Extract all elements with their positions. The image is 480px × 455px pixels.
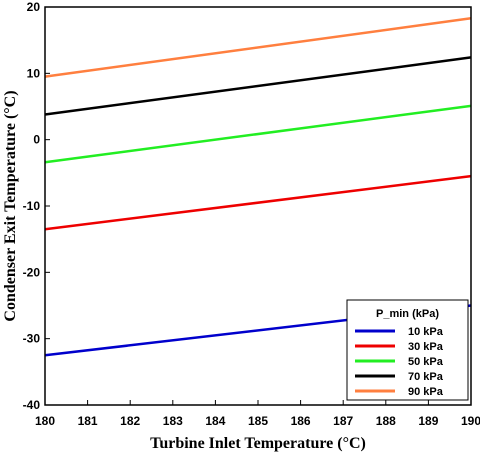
y-tick-label: -30 — [23, 332, 41, 346]
x-tick-label: 186 — [291, 414, 311, 428]
series-line — [44, 56, 472, 116]
x-tick-label: 184 — [205, 414, 225, 428]
x-axis-label: Turbine Inlet Temperature (°C) — [150, 435, 366, 452]
x-tick-label: 190 — [461, 414, 480, 428]
series-line — [44, 17, 472, 78]
y-tick-label: 10 — [27, 66, 41, 80]
legend-items: 10 kPa 30 kPa 50 kPa 70 kPa 90 kPa — [355, 326, 444, 398]
x-tick-label: 182 — [120, 414, 140, 428]
legend-title: P_min (kPa) — [376, 308, 439, 320]
x-tick-label: 187 — [333, 414, 353, 428]
y-tick-labels: -40 -30 -20 -10 0 10 20 — [23, 0, 41, 412]
legend-box — [346, 299, 469, 401]
y-tick-label: -40 — [23, 398, 41, 412]
series-line — [44, 174, 472, 231]
y-tick-label: -10 — [23, 199, 41, 213]
x-tick-labels: 180 181 182 183 184 185 186 187 188 189 190 — [35, 414, 480, 428]
legend-item-label: 30 kPa — [408, 341, 444, 353]
legend: P_min (kPa) 10 kPa 30 kPa 50 kPa 70 kPa 90 k… — [346, 299, 469, 401]
legend-item-label: 90 kPa — [408, 386, 444, 398]
x-tick-label: 189 — [418, 414, 438, 428]
x-tick-label: 183 — [163, 414, 183, 428]
y-tick-label: 0 — [33, 133, 40, 147]
y-tick-label: -20 — [23, 265, 41, 279]
y-axis-label: Condenser Exit Temperature (°C) — [2, 90, 19, 321]
x-tick-label: 181 — [78, 414, 98, 428]
series-line — [44, 104, 472, 164]
x-tick-label: 185 — [248, 414, 268, 428]
x-tick-label: 180 — [35, 414, 55, 428]
y-tick-label: 20 — [27, 0, 41, 14]
plot-frame — [44, 6, 472, 406]
x-tick-label: 188 — [376, 414, 396, 428]
legend-item-label: 50 kPa — [408, 356, 444, 368]
legend-item-label: 70 kPa — [408, 371, 444, 383]
legend-item-label: 10 kPa — [408, 326, 444, 338]
